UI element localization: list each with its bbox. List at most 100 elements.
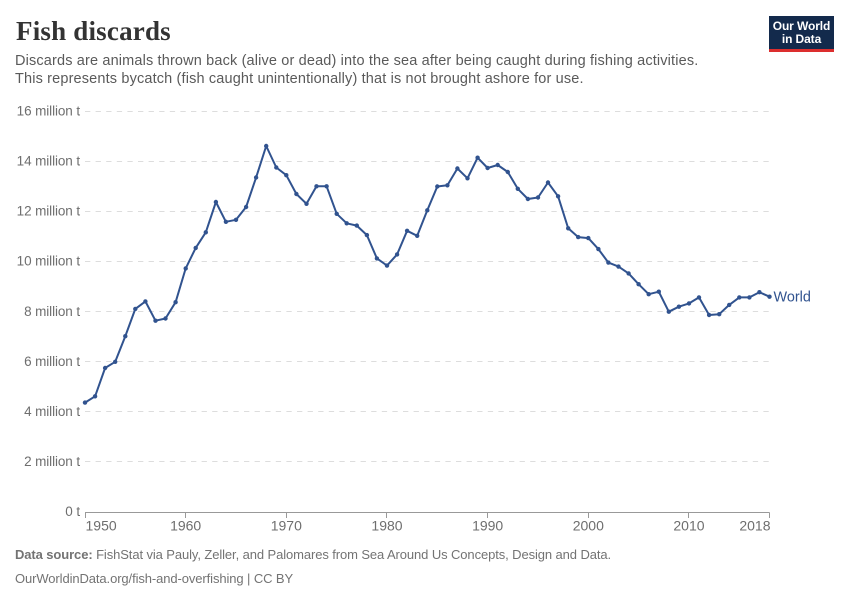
y-axis-label: 10 million t xyxy=(17,254,81,269)
data-point[interactable] xyxy=(415,233,420,238)
x-axis-label: 1970 xyxy=(271,518,302,534)
y-axis-label: 14 million t xyxy=(17,154,81,169)
y-axis-label: 4 million t xyxy=(24,404,80,419)
data-line-world[interactable] xyxy=(84,145,771,404)
data-point[interactable] xyxy=(394,252,400,257)
data-point[interactable] xyxy=(294,191,299,197)
y-axis-label: 0 t xyxy=(65,504,80,519)
data-point[interactable] xyxy=(384,263,390,268)
data-point[interactable] xyxy=(404,228,410,233)
data-point[interactable] xyxy=(183,266,188,271)
data-point[interactable] xyxy=(737,295,742,300)
y-axis-label: 2 million t xyxy=(24,454,80,469)
x-axis-label: 1980 xyxy=(371,518,402,534)
data-point[interactable] xyxy=(304,201,309,206)
data-point[interactable] xyxy=(264,143,269,149)
attribution-line[interactable]: OurWorldinData.org/fish-and-overfishing … xyxy=(15,570,294,586)
data-source-line: Data source: FishStat via Pauly, Zeller,… xyxy=(15,543,611,566)
data-point[interactable] xyxy=(586,235,591,241)
x-axis-label: 2000 xyxy=(573,518,604,534)
data-point[interactable] xyxy=(545,180,551,185)
data-point[interactable] xyxy=(364,232,370,238)
data-point[interactable] xyxy=(576,234,581,240)
data-point[interactable] xyxy=(223,219,229,224)
data-point[interactable] xyxy=(243,204,249,210)
data-point[interactable] xyxy=(314,184,319,189)
data-point[interactable] xyxy=(102,365,108,371)
x-axis-label: 2010 xyxy=(673,518,704,534)
data-point[interactable] xyxy=(374,256,380,261)
data-point[interactable] xyxy=(495,162,500,168)
data-point[interactable] xyxy=(344,221,349,226)
data-point[interactable] xyxy=(555,194,561,199)
y-axis-label: 16 million t xyxy=(17,103,81,118)
data-point[interactable] xyxy=(445,183,450,188)
y-axis-label: 6 million t xyxy=(24,354,80,369)
data-point[interactable] xyxy=(354,223,359,228)
logo-line1: Our World xyxy=(772,19,831,33)
series-label-world[interactable]: World xyxy=(774,290,811,306)
data-point[interactable] xyxy=(727,302,732,308)
data-point[interactable] xyxy=(475,155,480,160)
data-point[interactable] xyxy=(153,318,158,323)
data-point[interactable] xyxy=(636,282,641,287)
data-point[interactable] xyxy=(515,186,520,191)
data-point[interactable] xyxy=(455,166,460,171)
data-point[interactable] xyxy=(596,246,601,252)
data-point[interactable] xyxy=(193,245,198,251)
subtitle-line2: This represents bycatch (fish caught uni… xyxy=(15,71,584,88)
logo-line2: in Data xyxy=(781,31,822,46)
data-point[interactable] xyxy=(173,300,178,305)
data-point[interactable] xyxy=(213,199,219,205)
data-point[interactable] xyxy=(646,292,651,297)
data-point[interactable] xyxy=(435,184,440,189)
data-point[interactable] xyxy=(284,173,289,178)
data-point[interactable] xyxy=(706,312,712,318)
data-point[interactable] xyxy=(535,195,541,200)
data-point[interactable] xyxy=(626,271,631,276)
x-axis-label: 1990 xyxy=(472,518,503,534)
data-point[interactable] xyxy=(676,304,682,309)
data-point[interactable] xyxy=(767,294,772,299)
data-point[interactable] xyxy=(274,165,279,170)
y-axis-label: 12 million t xyxy=(17,204,81,219)
data-point[interactable] xyxy=(203,230,208,235)
chart-footer: Data source: FishStat via Pauly, Zeller,… xyxy=(15,543,611,590)
data-point[interactable] xyxy=(123,334,128,339)
data-point[interactable] xyxy=(686,301,692,306)
data-point[interactable] xyxy=(717,312,722,317)
x-axis-label: 1960 xyxy=(170,518,201,534)
data-point[interactable] xyxy=(143,299,148,304)
data-point[interactable] xyxy=(465,176,470,181)
data-point[interactable] xyxy=(425,208,430,213)
data-point[interactable] xyxy=(606,260,611,265)
data-point[interactable] xyxy=(616,264,621,269)
data-point[interactable] xyxy=(92,394,98,399)
data-point[interactable] xyxy=(757,290,762,295)
data-point[interactable] xyxy=(747,295,752,300)
data-source-label: Data source: xyxy=(15,547,93,563)
data-point[interactable] xyxy=(696,295,702,300)
data-point[interactable] xyxy=(253,175,259,180)
data-point[interactable] xyxy=(505,169,510,175)
chart-subtitle: Discards are animals thrown back (alive … xyxy=(15,52,698,89)
page-title: Fish discards xyxy=(16,16,171,46)
data-point[interactable] xyxy=(666,309,671,314)
data-point[interactable] xyxy=(566,226,571,231)
data-point[interactable] xyxy=(334,211,339,216)
data-point[interactable] xyxy=(133,306,138,312)
data-point[interactable] xyxy=(656,289,661,294)
data-point[interactable] xyxy=(525,196,531,202)
x-axis-label: 2018 xyxy=(739,518,770,534)
data-point[interactable] xyxy=(113,359,118,364)
data-point[interactable] xyxy=(233,217,239,222)
data-point[interactable] xyxy=(485,165,490,171)
subtitle-line1: Discards are animals thrown back (alive … xyxy=(15,53,699,69)
owid-logo[interactable]: Our World in Data xyxy=(769,16,834,52)
data-point[interactable] xyxy=(163,316,168,321)
data-point[interactable] xyxy=(82,400,88,405)
data-point[interactable] xyxy=(324,184,329,189)
x-axis-label: 1950 xyxy=(86,518,117,534)
